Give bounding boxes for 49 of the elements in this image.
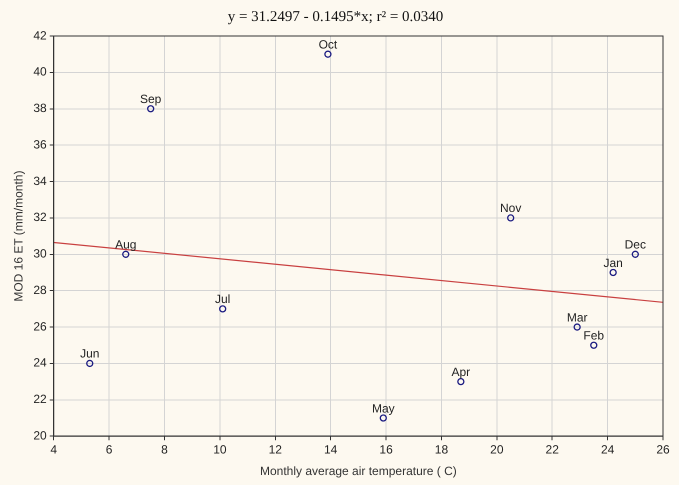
x-axis-title: Monthly average air temperature ( C) [260, 464, 457, 478]
y-tick-label: 26 [33, 319, 48, 334]
point [147, 105, 154, 112]
x-tick-label: 8 [161, 442, 168, 457]
x-tick-label: 4 [50, 442, 58, 457]
y-tick-label: 34 [33, 174, 48, 188]
annotation: Oct [318, 38, 338, 52]
x-tick-label: 22 [546, 442, 560, 457]
point [574, 323, 581, 331]
point [219, 305, 226, 313]
y-tick-label: 42 [33, 28, 48, 42]
x-tick-label: 24 [600, 442, 615, 457]
y-tick-label: 32 [33, 210, 48, 224]
y-tick-label: 28 [33, 282, 48, 297]
y-tick-label: 30 [33, 246, 48, 261]
annotation: Nov [500, 201, 522, 216]
point [610, 268, 617, 276]
x-tick-label: 18 [434, 442, 448, 457]
y-tick-label: 38 [33, 101, 48, 116]
x-tick-label: 12 [268, 442, 282, 457]
annotation: Jan [603, 256, 623, 270]
point [590, 342, 598, 349]
chart-title: y = 31.2497 - 0.1495*x; r² = 0.0340 [228, 8, 444, 25]
annotation: Sep [140, 92, 162, 106]
x-tick-label: 16 [379, 442, 394, 457]
x-tick-label: 20 [490, 442, 504, 457]
x-tick-label: 26 [656, 442, 670, 457]
annotation: Feb [583, 328, 604, 343]
y-tick-label: 20 [33, 428, 48, 443]
x-tick-label: 6 [106, 442, 113, 457]
y-tick-label: 22 [33, 392, 48, 406]
x-tick-label: 10 [213, 442, 227, 457]
annotation: Jun [80, 346, 100, 361]
y-tick-label: 40 [33, 64, 48, 79]
y-tick-label: 36 [33, 137, 48, 152]
annotation: Apr [451, 364, 470, 379]
annotation: Dec [624, 238, 646, 252]
annotation: Aug [115, 238, 136, 252]
annotation: Jul [215, 292, 230, 306]
point [507, 214, 514, 222]
x-tick-label: 14 [324, 442, 338, 457]
annotation: May [372, 401, 395, 416]
point [122, 250, 130, 258]
annotation: Mar [566, 310, 588, 324]
point [86, 360, 94, 368]
y-tick-label: 24 [33, 356, 48, 370]
y-axis-title: MOD 16 ET (mm/month) [12, 170, 26, 302]
point [632, 250, 639, 258]
point [324, 50, 332, 58]
